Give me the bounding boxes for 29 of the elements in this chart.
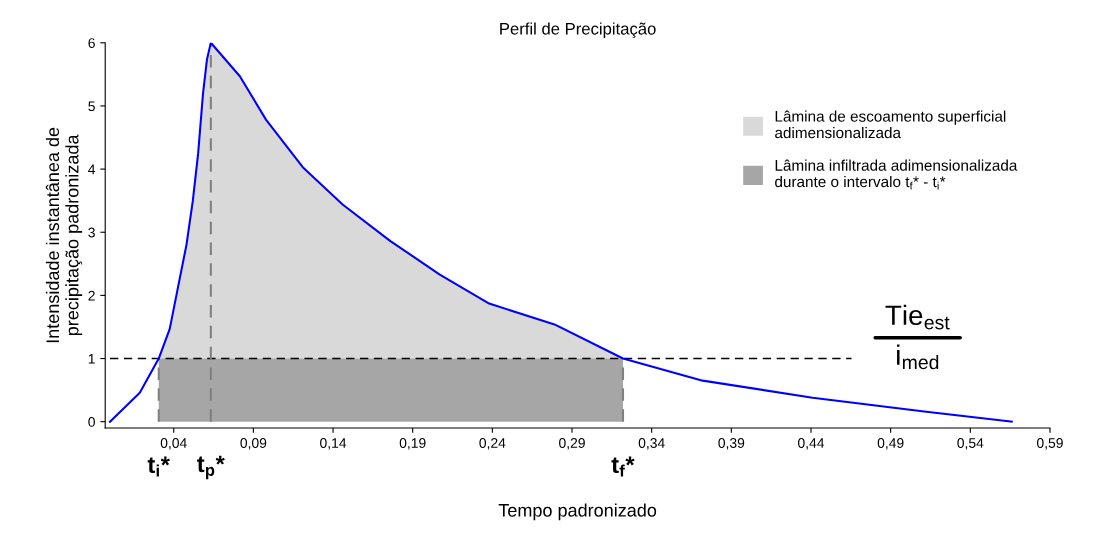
y-axis-title: Intensidade instantânea de precipitação padronizada (45, 127, 83, 343)
x-tick-label: 0,34 (638, 438, 665, 450)
y-tick-label: 1 (88, 354, 95, 364)
annotation: i$_{med}$ (897, 344, 939, 370)
ref-line-label: t$_{p}$* (197, 455, 225, 480)
x-tick-label: 0,49 (877, 438, 904, 450)
x-tick-label: 0,09 (240, 438, 267, 450)
y-tick-label: 6 (88, 38, 95, 48)
chart-title: Perfil de Precipitação (500, 22, 656, 38)
x-tick-label: 0,04 (160, 438, 187, 450)
y-tick-label: 4 (88, 164, 96, 175)
x-tick-label: 0,14 (320, 438, 347, 450)
x-tick-label: 0,44 (798, 438, 825, 450)
y-tick-label: 0 (88, 417, 95, 427)
ref-line-label: t$_{i}$* (147, 456, 170, 477)
y-tick-label: 5 (88, 101, 95, 112)
x-tick-label: 0,19 (399, 438, 426, 450)
x-axis-title: Tempo padronizado (498, 503, 657, 521)
annotation: Tie$_{est}$ (885, 304, 950, 330)
legend-label: Lâmina infiltrada adimensionalizada durante o intervalo t$_{f}$* - t$_{i}$* (775, 159, 1018, 190)
legend-label: Lâmina de escoamento superficial adimensionalizada (775, 110, 1006, 139)
ref-line-label: t$_{f}$* (611, 456, 635, 477)
x-tick-label: 0,24 (479, 438, 506, 450)
x-tick-label: 0,29 (559, 438, 585, 450)
x-tick-label: 0,59 (1037, 438, 1063, 450)
y-tick-label: 2 (88, 290, 95, 301)
y-tick-label: 3 (88, 227, 95, 238)
x-tick-label: 0,39 (718, 438, 745, 450)
x-tick-label: 0,54 (957, 438, 984, 450)
